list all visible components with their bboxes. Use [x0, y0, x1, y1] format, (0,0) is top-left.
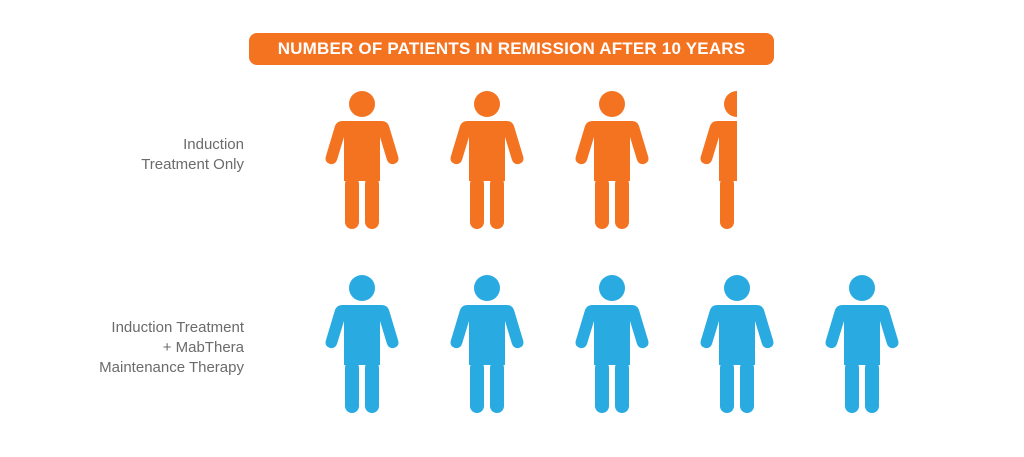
- person-icon: [325, 275, 399, 413]
- patient-row: [325, 91, 737, 229]
- row-label-line: Maintenance Therapy: [99, 359, 244, 376]
- chart-title: NUMBER OF PATIENTS IN REMISSION AFTER 10…: [249, 33, 774, 65]
- row-label-line: + MabThera: [162, 339, 244, 356]
- person-icon: [700, 275, 774, 413]
- row-label-induction-only: Induction Treatment Only: [14, 135, 244, 175]
- row-label-line: Induction: [183, 136, 244, 153]
- partial-person-icon: [700, 91, 737, 229]
- person-icon: [450, 275, 524, 413]
- person-icon: [825, 275, 899, 413]
- person-icon: [575, 91, 649, 229]
- person-icon: [575, 275, 649, 413]
- patient-row: [325, 275, 899, 413]
- person-icon: [325, 91, 399, 229]
- row-label-induction-plus-mabthera: Induction Treatment + MabThera Maintenan…: [14, 318, 244, 378]
- person-icon: [450, 91, 524, 229]
- row-label-line: Treatment Only: [141, 156, 244, 173]
- row-label-line: Induction Treatment: [111, 319, 244, 336]
